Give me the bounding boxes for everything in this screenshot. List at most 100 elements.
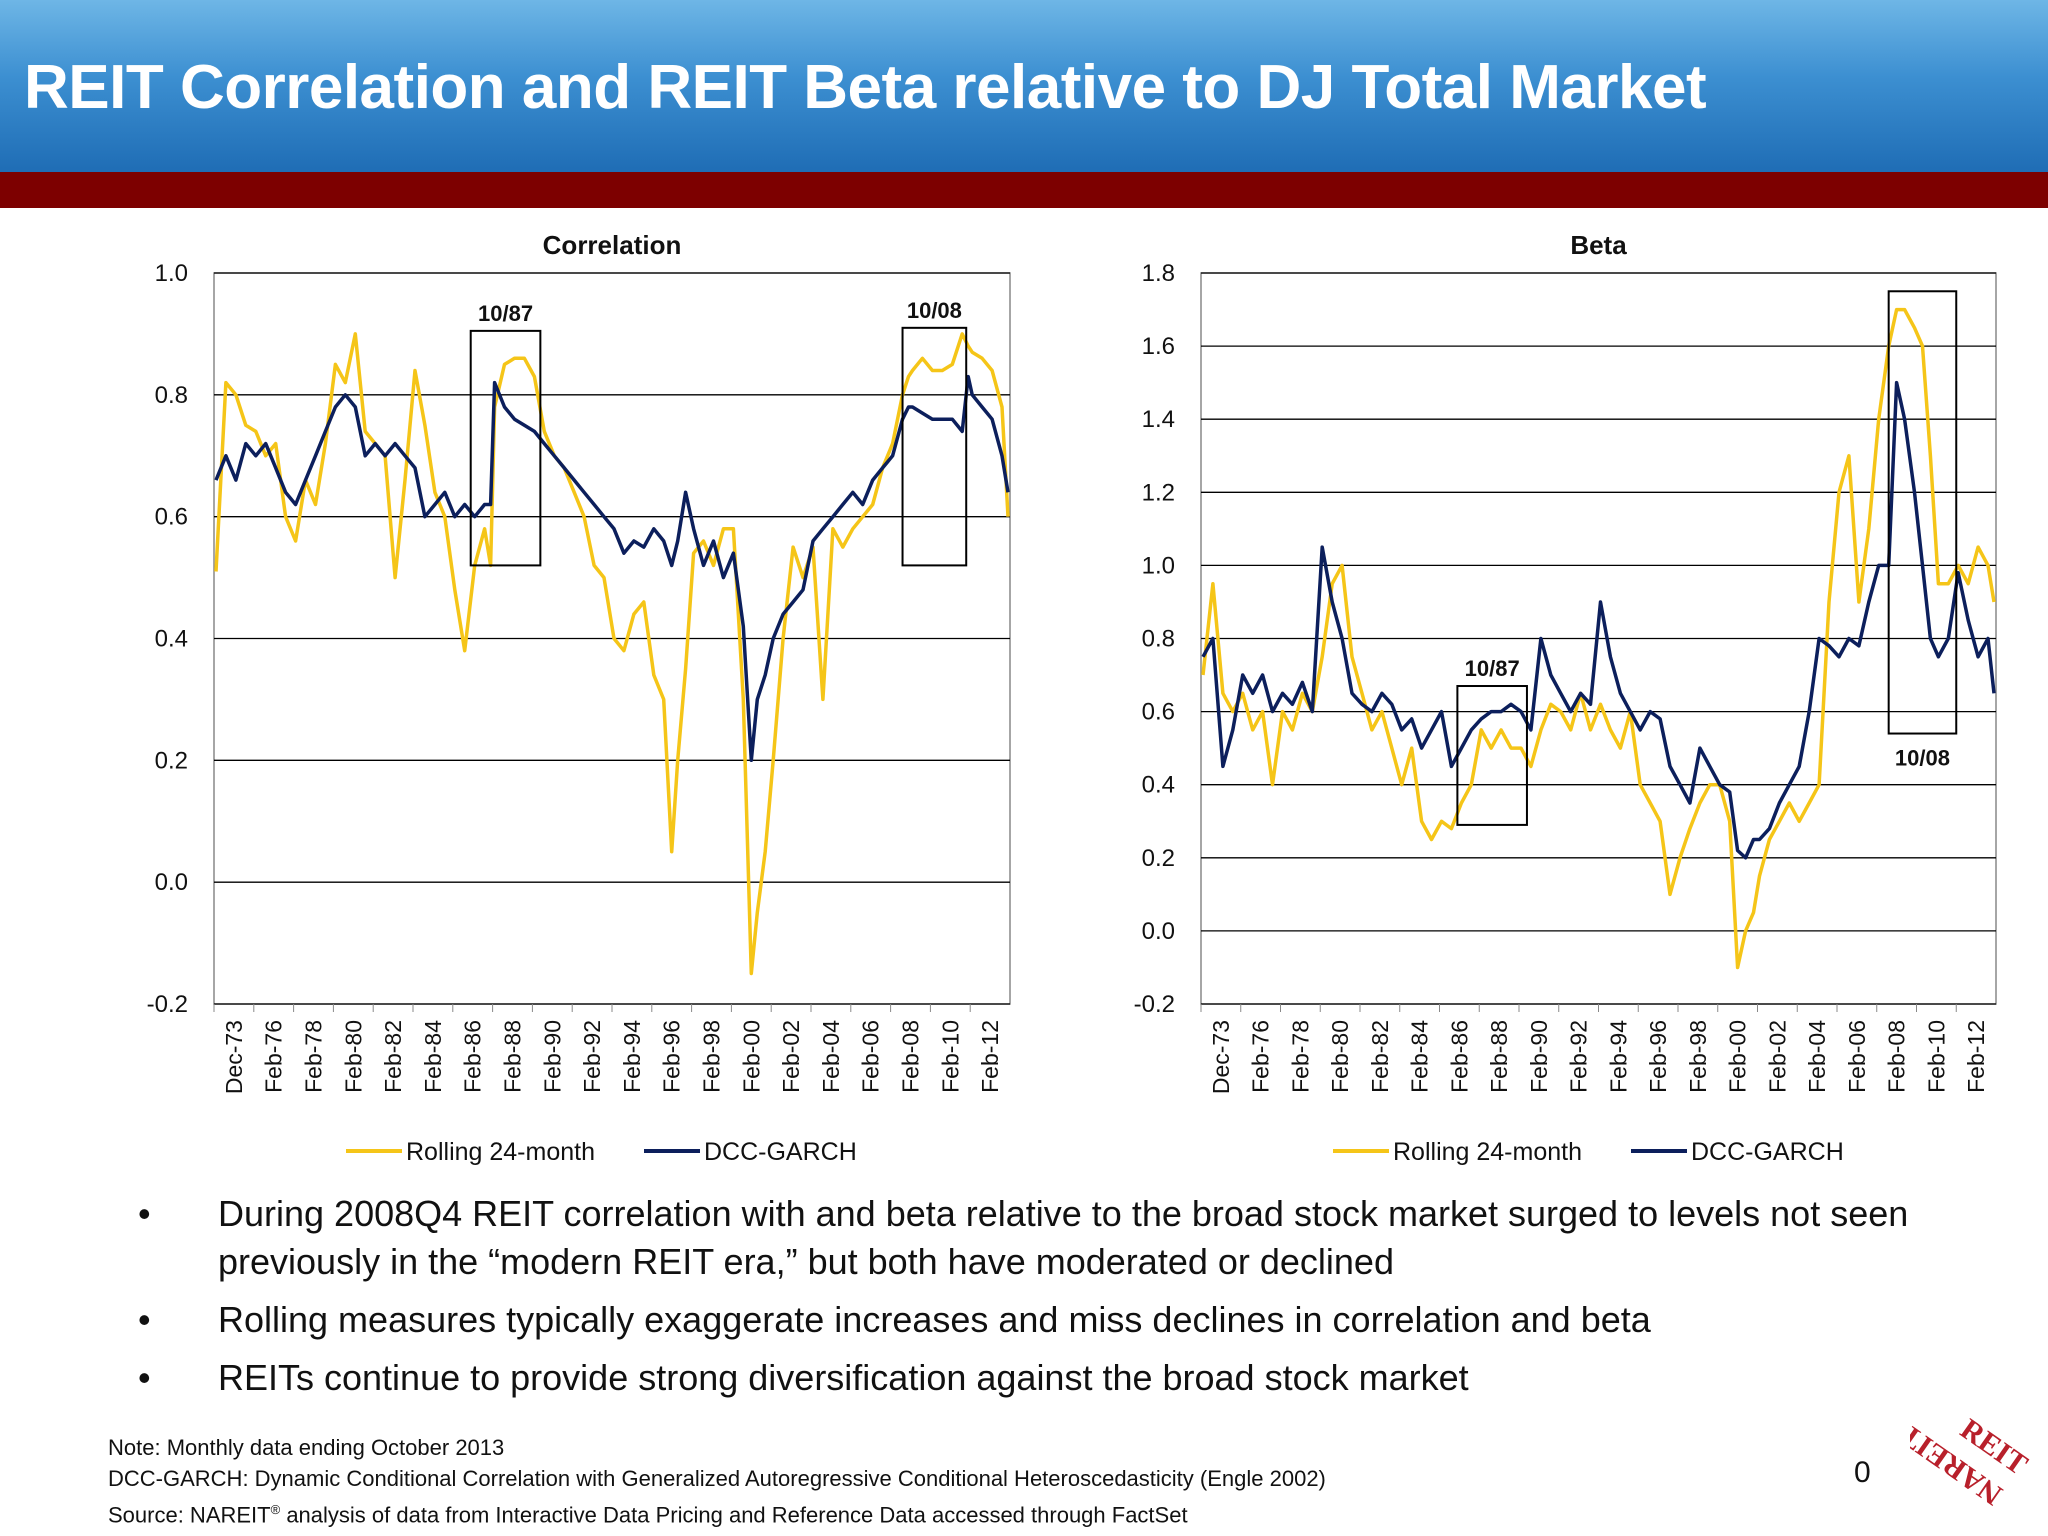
dcc-definition: DCC-GARCH: Dynamic Conditional Correlati…	[108, 1466, 1326, 1491]
legend-label: Rolling 24-month	[406, 1138, 595, 1166]
x-tick-label: Feb-80	[1327, 1020, 1353, 1093]
legend-label: DCC-GARCH	[1691, 1138, 1844, 1166]
page-title: REIT Correlation and REIT Beta relative …	[24, 53, 1707, 122]
x-tick-label: Feb-84	[1407, 1020, 1433, 1093]
x-tick-label: Feb-02	[778, 1020, 804, 1093]
bullet-text: Rolling measures typically exaggerate in…	[218, 1299, 1651, 1340]
annotation-label: 10/08	[1895, 746, 1950, 771]
y-tick-label: 0.8	[1142, 626, 1175, 653]
annotation-box	[469, 329, 542, 567]
x-tick-label: Feb-86	[1446, 1020, 1472, 1093]
nareit-logo: REIT NAREIT	[1910, 1412, 2033, 1511]
x-tick-label: Feb-06	[858, 1020, 884, 1093]
x-tick-label: Feb-00	[1725, 1020, 1751, 1093]
y-tick-label: 0.4	[1142, 772, 1175, 799]
x-tick-label: Feb-92	[579, 1020, 605, 1093]
x-tick-label: Feb-84	[420, 1020, 446, 1093]
series-line-dcc-garch	[214, 374, 1010, 763]
annotation-box	[901, 326, 968, 567]
bullet-item: • During 2008Q4 REIT correlation with an…	[138, 1190, 1958, 1286]
x-tick-label: Feb-78	[1287, 1020, 1313, 1093]
annotation-label: 10/08	[907, 298, 962, 323]
x-tick-label: Feb-78	[301, 1020, 327, 1093]
x-tick-label: Feb-98	[699, 1020, 725, 1093]
y-tick-label: 0.0	[155, 869, 188, 896]
x-tick-label: Feb-12	[977, 1020, 1003, 1093]
y-tick-label: -0.2	[147, 991, 188, 1018]
x-tick-label: Feb-94	[1605, 1020, 1631, 1093]
y-tick-label: 0.6	[1142, 699, 1175, 726]
y-tick-label: 0.0	[1142, 918, 1175, 945]
series-line-dcc-garch	[1201, 380, 1996, 860]
annotation-box	[1887, 290, 1958, 735]
y-tick-label: 0.4	[155, 626, 188, 653]
y-tick-label: 1.2	[1142, 479, 1175, 506]
y-tick-label: 1.4	[1142, 406, 1175, 433]
y-tick-label: 0.2	[155, 747, 188, 774]
legend-label: DCC-GARCH	[704, 1138, 857, 1166]
y-tick-label: 0.6	[155, 504, 188, 531]
x-tick-label: Feb-02	[1764, 1020, 1790, 1093]
accent-bar	[0, 172, 2048, 208]
x-tick-label: Feb-08	[1884, 1020, 1910, 1093]
x-tick-label: Feb-94	[619, 1020, 645, 1093]
x-tick-label: Feb-76	[261, 1020, 287, 1093]
annotation-label: 10/87	[1465, 656, 1520, 681]
x-tick-label: Feb-06	[1844, 1020, 1870, 1093]
series-line-rolling	[1201, 307, 1996, 970]
x-tick-label: Feb-00	[738, 1020, 764, 1093]
y-tick-label: 0.2	[1142, 845, 1175, 872]
x-tick-label: Feb-86	[460, 1020, 486, 1093]
y-tick-label: 0.8	[155, 382, 188, 409]
source-suffix: analysis of data from Interactive Data P…	[280, 1502, 1188, 1528]
bullet-marker: •	[138, 1193, 151, 1234]
y-tick-label: 1.8	[1142, 260, 1175, 287]
x-tick-label: Feb-82	[380, 1020, 406, 1093]
chart-title: Beta	[1570, 230, 1627, 260]
page-number: 0	[1854, 1456, 1871, 1489]
x-tick-label: Feb-80	[340, 1020, 366, 1093]
series-line-rolling	[214, 332, 1010, 976]
bullet-item: • Rolling measures typically exaggerate …	[138, 1296, 1958, 1344]
bullet-item: • REITs continue to provide strong diver…	[138, 1354, 1958, 1402]
x-tick-label: Dec-73	[1208, 1020, 1234, 1094]
chart-1: 1.8 1.6 1.4 1.2 1.0 0.8 0.6 0.4 0.2 0.0 -0.2 Dec-73…	[1134, 230, 1997, 1166]
header-band: REIT Correlation and REIT Beta relative …	[0, 0, 2048, 172]
footnotes: Note: Monthly data ending October 2013 D…	[108, 1432, 1326, 1530]
x-tick-label: Feb-12	[1963, 1020, 1989, 1093]
registered-mark: ®	[270, 1502, 281, 1517]
bullet-list: • During 2008Q4 REIT correlation with an…	[138, 1190, 1958, 1412]
note-line: Note: Monthly data ending October 2013	[108, 1435, 505, 1460]
x-tick-label: Feb-04	[818, 1020, 844, 1093]
x-tick-label: Dec-73	[221, 1020, 247, 1094]
x-tick-label: Feb-82	[1367, 1020, 1393, 1093]
chart-0: 1.0 0.8 0.6 0.4 0.2 0.0 -0.2 Dec-73 Feb-76 Feb-78…	[147, 230, 1011, 1166]
x-tick-label: Feb-76	[1248, 1020, 1274, 1093]
x-tick-label: Feb-96	[659, 1020, 685, 1093]
x-tick-label: Feb-90	[539, 1020, 565, 1093]
x-tick-label: Feb-90	[1526, 1020, 1552, 1093]
annotation-box	[1456, 685, 1528, 826]
source-prefix: Source: NAREIT	[108, 1502, 271, 1528]
x-tick-label: Feb-10	[1923, 1020, 1949, 1093]
bullet-marker: •	[138, 1357, 151, 1398]
bullet-text: REITs continue to provide strong diversi…	[218, 1357, 1469, 1398]
x-tick-label: Feb-08	[898, 1020, 924, 1093]
x-tick-label: Feb-88	[500, 1020, 526, 1093]
source-line: Source: NAREIT® analysis of data from In…	[108, 1494, 1326, 1530]
x-tick-label: Feb-92	[1566, 1020, 1592, 1093]
y-tick-label: 1.6	[1142, 333, 1175, 360]
x-tick-label: Feb-96	[1645, 1020, 1671, 1093]
legend-label: Rolling 24-month	[1393, 1138, 1582, 1166]
bullet-marker: •	[138, 1299, 151, 1340]
chart-title: Correlation	[543, 230, 682, 260]
bullet-text: During 2008Q4 REIT correlation with and …	[218, 1193, 1909, 1282]
x-tick-label: Feb-10	[937, 1020, 963, 1093]
y-tick-label: -0.2	[1134, 991, 1175, 1018]
x-tick-label: Feb-04	[1804, 1020, 1830, 1093]
x-tick-label: Feb-88	[1486, 1020, 1512, 1093]
y-tick-label: 1.0	[155, 260, 188, 287]
y-tick-label: 1.0	[1142, 552, 1175, 579]
annotation-label: 10/87	[478, 301, 533, 326]
